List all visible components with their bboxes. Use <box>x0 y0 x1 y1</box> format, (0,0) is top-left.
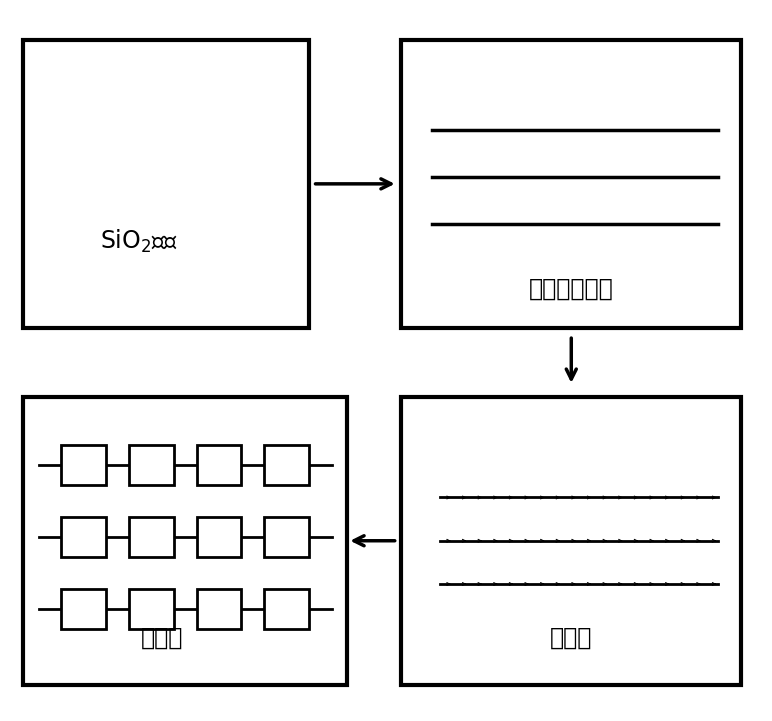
Bar <box>401 397 741 685</box>
Bar <box>401 40 741 328</box>
Text: 金电极: 金电极 <box>141 626 183 650</box>
Bar <box>129 446 174 485</box>
Bar <box>62 446 107 485</box>
Bar <box>62 518 107 557</box>
Bar <box>129 518 174 557</box>
Bar <box>197 446 242 485</box>
Text: SiO$_2$基底: SiO$_2$基底 <box>100 228 178 255</box>
Text: 单壁碳纳米管: 单壁碳纳米管 <box>529 276 614 301</box>
Bar <box>264 446 309 485</box>
Bar <box>264 590 309 629</box>
Bar <box>129 590 174 629</box>
Bar <box>23 40 309 328</box>
Bar <box>264 518 309 557</box>
Bar <box>62 590 107 629</box>
Text: 纳米金: 纳米金 <box>550 626 592 650</box>
Bar <box>197 518 242 557</box>
Bar <box>23 397 347 685</box>
Bar <box>197 590 242 629</box>
